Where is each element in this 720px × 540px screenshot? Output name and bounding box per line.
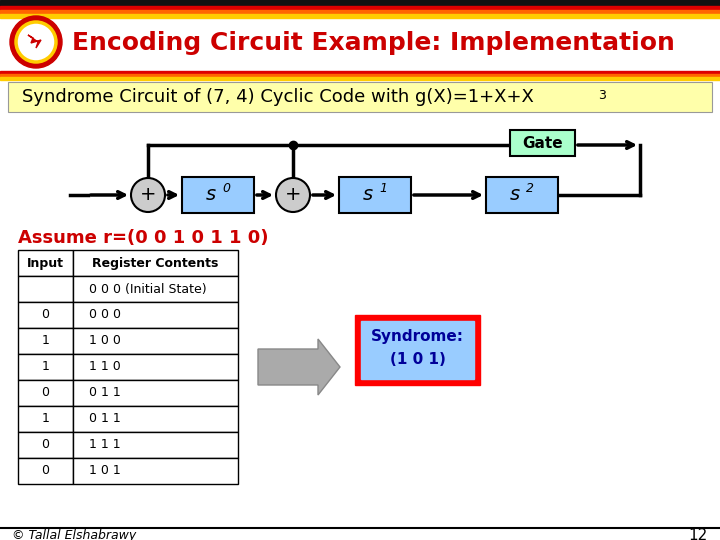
Bar: [73, 250, 238, 276]
Bar: [0, 71, 720, 74]
Bar: [18, 406, 73, 432]
Bar: [18, 458, 73, 484]
Bar: [0, 77, 720, 80]
Bar: [0, 0, 720, 6]
Text: 1 0 0: 1 0 0: [89, 334, 121, 348]
Text: Gate: Gate: [522, 136, 563, 151]
Text: Syndrome Circuit of (7, 4) Cyclic Code with g(X)=1+X+X: Syndrome Circuit of (7, 4) Cyclic Code w…: [22, 88, 534, 106]
Bar: [73, 458, 238, 484]
Bar: [486, 177, 558, 213]
Bar: [355, 315, 480, 385]
Bar: [18, 276, 73, 302]
Ellipse shape: [276, 178, 310, 212]
Text: 12: 12: [689, 529, 708, 540]
Text: 0 0 0: 0 0 0: [89, 308, 121, 321]
Bar: [73, 406, 238, 432]
Text: Register Contents: Register Contents: [92, 256, 219, 269]
Bar: [0, 14, 720, 18]
Text: s: s: [510, 186, 520, 205]
Bar: [361, 321, 474, 379]
Text: 0: 0: [42, 308, 50, 321]
Bar: [73, 302, 238, 328]
Text: 1: 1: [42, 334, 50, 348]
Text: 3: 3: [598, 89, 606, 102]
Bar: [73, 354, 238, 380]
Bar: [0, 6, 720, 10]
Bar: [0, 18, 720, 72]
Bar: [73, 276, 238, 302]
Circle shape: [16, 22, 56, 62]
Bar: [18, 432, 73, 458]
Text: 0: 0: [222, 183, 230, 195]
Circle shape: [10, 16, 62, 68]
Bar: [182, 177, 254, 213]
Text: +: +: [284, 186, 301, 205]
Bar: [0, 10, 720, 14]
Ellipse shape: [131, 178, 165, 212]
Bar: [73, 380, 238, 406]
Bar: [18, 250, 73, 276]
Bar: [18, 354, 73, 380]
Text: 1 1 1: 1 1 1: [89, 438, 121, 451]
Text: Input: Input: [27, 256, 64, 269]
Text: 0 0 0 (Initial State): 0 0 0 (Initial State): [89, 282, 207, 295]
Bar: [510, 130, 575, 156]
Text: 1 1 0: 1 1 0: [89, 361, 121, 374]
Bar: [339, 177, 411, 213]
Text: Encoding Circuit Example: Implementation: Encoding Circuit Example: Implementation: [72, 31, 675, 55]
Bar: [18, 328, 73, 354]
Bar: [73, 432, 238, 458]
Bar: [8, 82, 712, 112]
Text: 2: 2: [526, 183, 534, 195]
Bar: [18, 302, 73, 328]
Text: © Tallal Elshabrawy: © Tallal Elshabrawy: [12, 530, 136, 540]
Text: 0 1 1: 0 1 1: [89, 413, 121, 426]
Text: 1: 1: [42, 413, 50, 426]
Text: 1: 1: [42, 361, 50, 374]
Text: s: s: [206, 186, 216, 205]
Bar: [0, 74, 720, 77]
Text: Assume r=(0 0 1 0 1 1 0): Assume r=(0 0 1 0 1 1 0): [18, 229, 269, 247]
Text: 0 1 1: 0 1 1: [89, 387, 121, 400]
Text: 0: 0: [42, 438, 50, 451]
Text: (1 0 1): (1 0 1): [390, 353, 446, 368]
Polygon shape: [28, 35, 41, 48]
Polygon shape: [258, 339, 340, 395]
Text: +: +: [140, 186, 156, 205]
Bar: [18, 380, 73, 406]
Text: s: s: [363, 186, 373, 205]
Text: 0: 0: [42, 387, 50, 400]
Bar: [73, 328, 238, 354]
Text: Syndrome:: Syndrome:: [371, 328, 464, 343]
Text: 1: 1: [379, 183, 387, 195]
Text: 1 0 1: 1 0 1: [89, 464, 121, 477]
Text: 0: 0: [42, 464, 50, 477]
